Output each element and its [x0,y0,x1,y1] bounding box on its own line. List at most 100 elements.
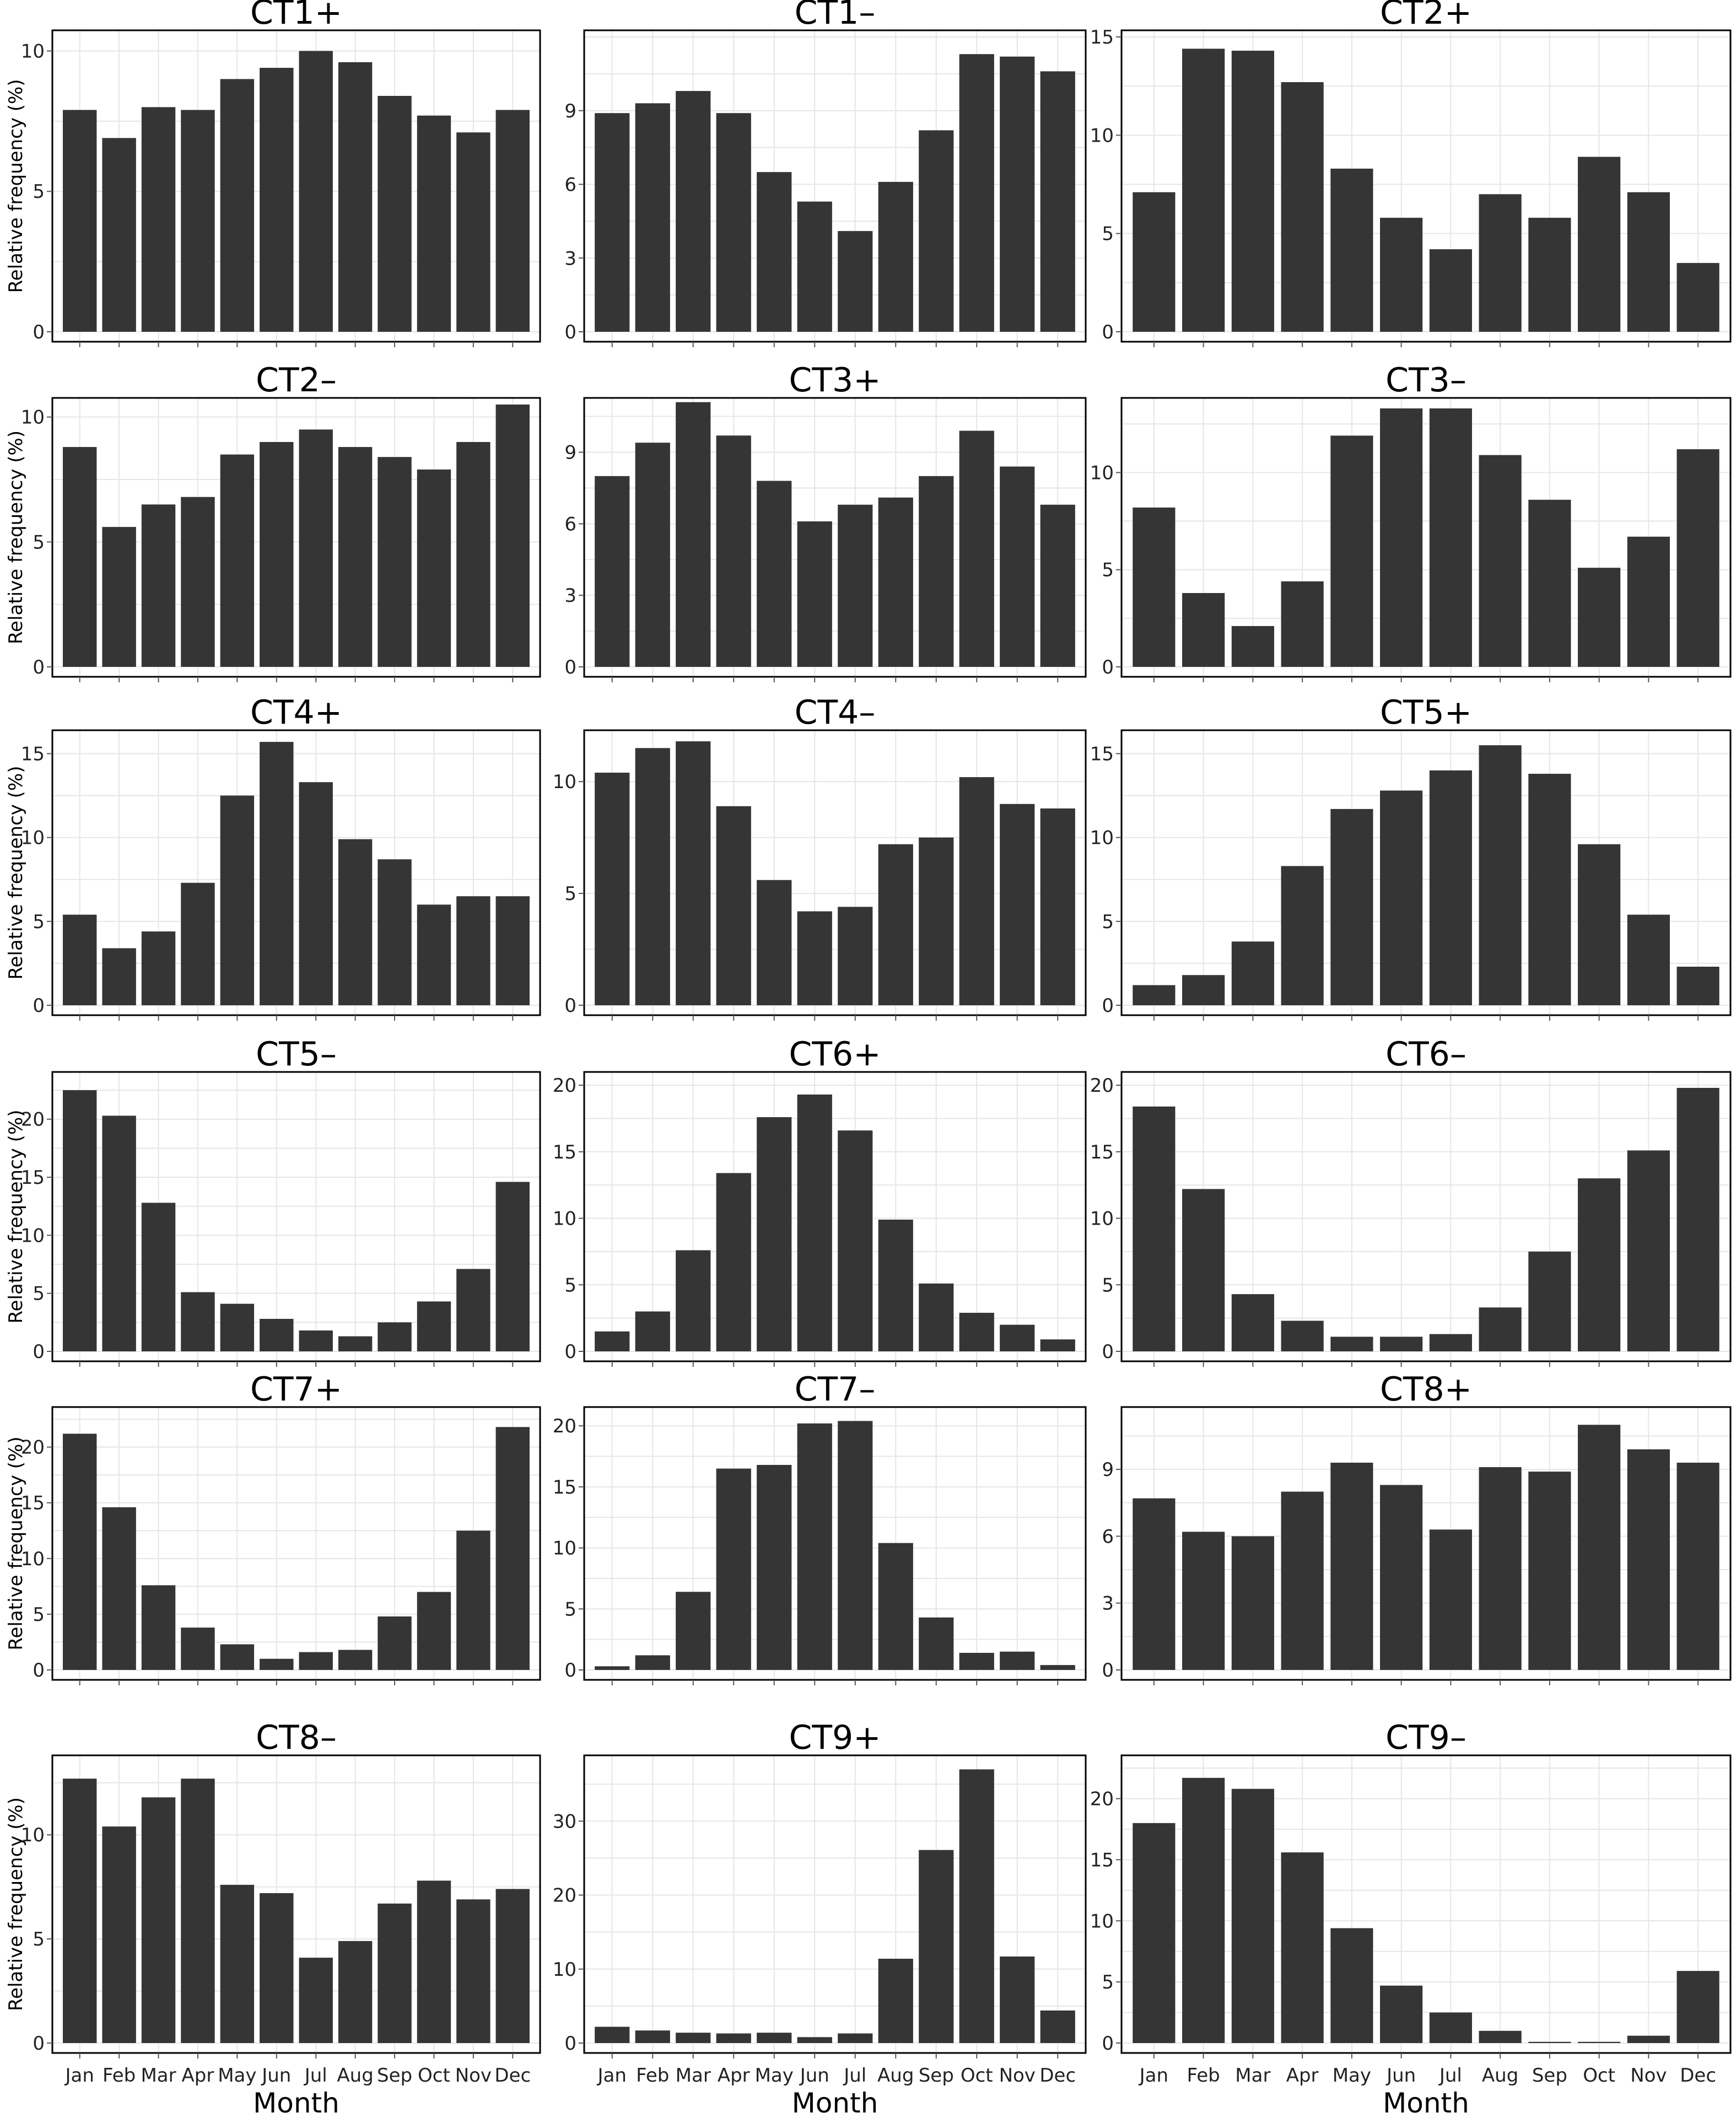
bar-jun [797,1094,832,1351]
x-tick-label: Jun [261,2065,291,2087]
x-tick-label: Mar [141,2065,176,2087]
y-tick-label: 0 [33,1341,45,1363]
panel-frame [1120,1406,1732,1681]
bar-jul [838,907,873,1005]
chart-panel-ct2plus: 0 5 10 15 CT2+ [1090,0,1732,347]
panel-title: CT2– [256,361,337,400]
x-tick-label: Jan [64,2065,94,2087]
bar-may [220,79,255,332]
bar-may [220,1644,255,1670]
bar-may [757,481,792,667]
bar-may [1330,1928,1373,2043]
bar-feb [1182,975,1225,1005]
bar-jun [260,1658,294,1670]
y-tick-label: 0 [564,321,576,343]
bar-oct [1578,1425,1621,1670]
chart-panel-ct3minus: 0 5 10 CT3– [1090,361,1732,682]
bar-jul [299,1652,333,1670]
bar-jan [1133,1823,1176,2043]
bar-nov [1000,804,1035,1005]
bar-aug [338,1650,373,1670]
bar-apr [1281,1852,1324,2043]
bar-mar [141,1585,176,1670]
x-tick-label: Apr [718,2065,750,2087]
bar-oct [959,430,994,667]
bar-mar [676,1592,711,1670]
bar-nov [1000,466,1035,667]
bar-jun [1380,1336,1423,1351]
y-tick-label: 10 [21,40,45,62]
y-axis-label: Relative frequency (%) [5,1109,27,1323]
y-tick-label: 10 [553,771,576,793]
bar-jun [1380,1985,1423,2043]
bar-jul [299,1330,333,1351]
y-tick-label: 15 [21,743,45,765]
bar-apr [716,806,751,1005]
panel-frame [1120,29,1732,343]
bar-feb [635,1311,670,1351]
bar-jun [260,68,294,332]
x-tick-label: Nov [455,2065,492,2087]
bar-feb [635,748,670,1005]
panel-title: CT6+ [789,1035,881,1074]
bar-jul [838,504,873,667]
bar-jan [1133,1106,1176,1351]
bar-apr [716,2033,751,2043]
bar-mar [676,741,711,1005]
bar-nov [456,1899,490,2043]
bar-feb [635,1655,670,1670]
bar-jan [595,1331,630,1351]
bar-jul [1429,1334,1472,1351]
bar-dec [1040,2010,1075,2043]
bar-jan [595,113,630,332]
panel-frame [51,29,541,343]
bar-dec [495,896,530,1005]
x-axis-label: Month [792,2087,878,2118]
bar-sep [378,859,412,1005]
chart-panel-ct2minus: 0 5 10 CT2– Relative frequency (%) [5,361,541,682]
y-tick-label: 9 [564,442,576,464]
y-tick-label: 20 [21,1437,45,1459]
bar-mar [676,1250,711,1351]
bar-may [1330,435,1373,667]
y-tick-label: 10 [1090,125,1114,147]
y-tick-label: 0 [564,1341,576,1363]
x-tick-label: Jul [1438,2065,1462,2087]
y-tick-label: 0 [1102,656,1114,678]
bar-jun [797,201,832,332]
bar-nov [1000,1651,1035,1670]
panel-title: CT3+ [789,361,881,400]
bar-may [757,1465,792,1670]
bar-apr [181,1779,215,2043]
bar-may [220,795,255,1005]
panel-frame [583,729,1087,1016]
bar-dec [1040,1665,1075,1670]
bar-jul [1429,408,1472,667]
bar-oct [1578,568,1621,667]
x-tick-label: Aug [337,2065,373,2087]
chart-panel-ct8minus: 0 5 10 CT8– Relative frequency (%) Jan Feb Mar A… [5,1718,541,2118]
panel-frame [51,397,541,678]
chart-panel-ct9minus: 0 5 10 15 20 CT9– Jan Feb Mar Apr May Jun Jul Aug Sep O… [1090,1718,1732,2118]
y-tick-label: 30 [553,1810,576,1833]
bar-nov [1627,536,1670,667]
bar-oct [959,1312,994,1351]
bar-nov [1000,1324,1035,1351]
x-tick-label: Feb [636,2065,669,2087]
bar-aug [1479,2030,1522,2043]
bar-may [220,1303,255,1351]
bar-may [220,454,255,667]
bar-sep [378,1616,412,1670]
bar-jul [299,429,333,667]
bar-sep [919,837,954,1005]
y-tick-label: 0 [33,656,45,678]
y-tick-label: 10 [553,1959,576,1981]
bar-dec [1040,504,1075,667]
bar-sep [1528,2041,1571,2043]
y-tick-label: 6 [564,513,576,535]
panel-frame [1120,729,1732,1016]
bar-may [1330,168,1373,332]
bar-jul [838,1130,873,1351]
x-tick-label: Feb [1187,2065,1220,2087]
panel-frame [583,397,1087,678]
